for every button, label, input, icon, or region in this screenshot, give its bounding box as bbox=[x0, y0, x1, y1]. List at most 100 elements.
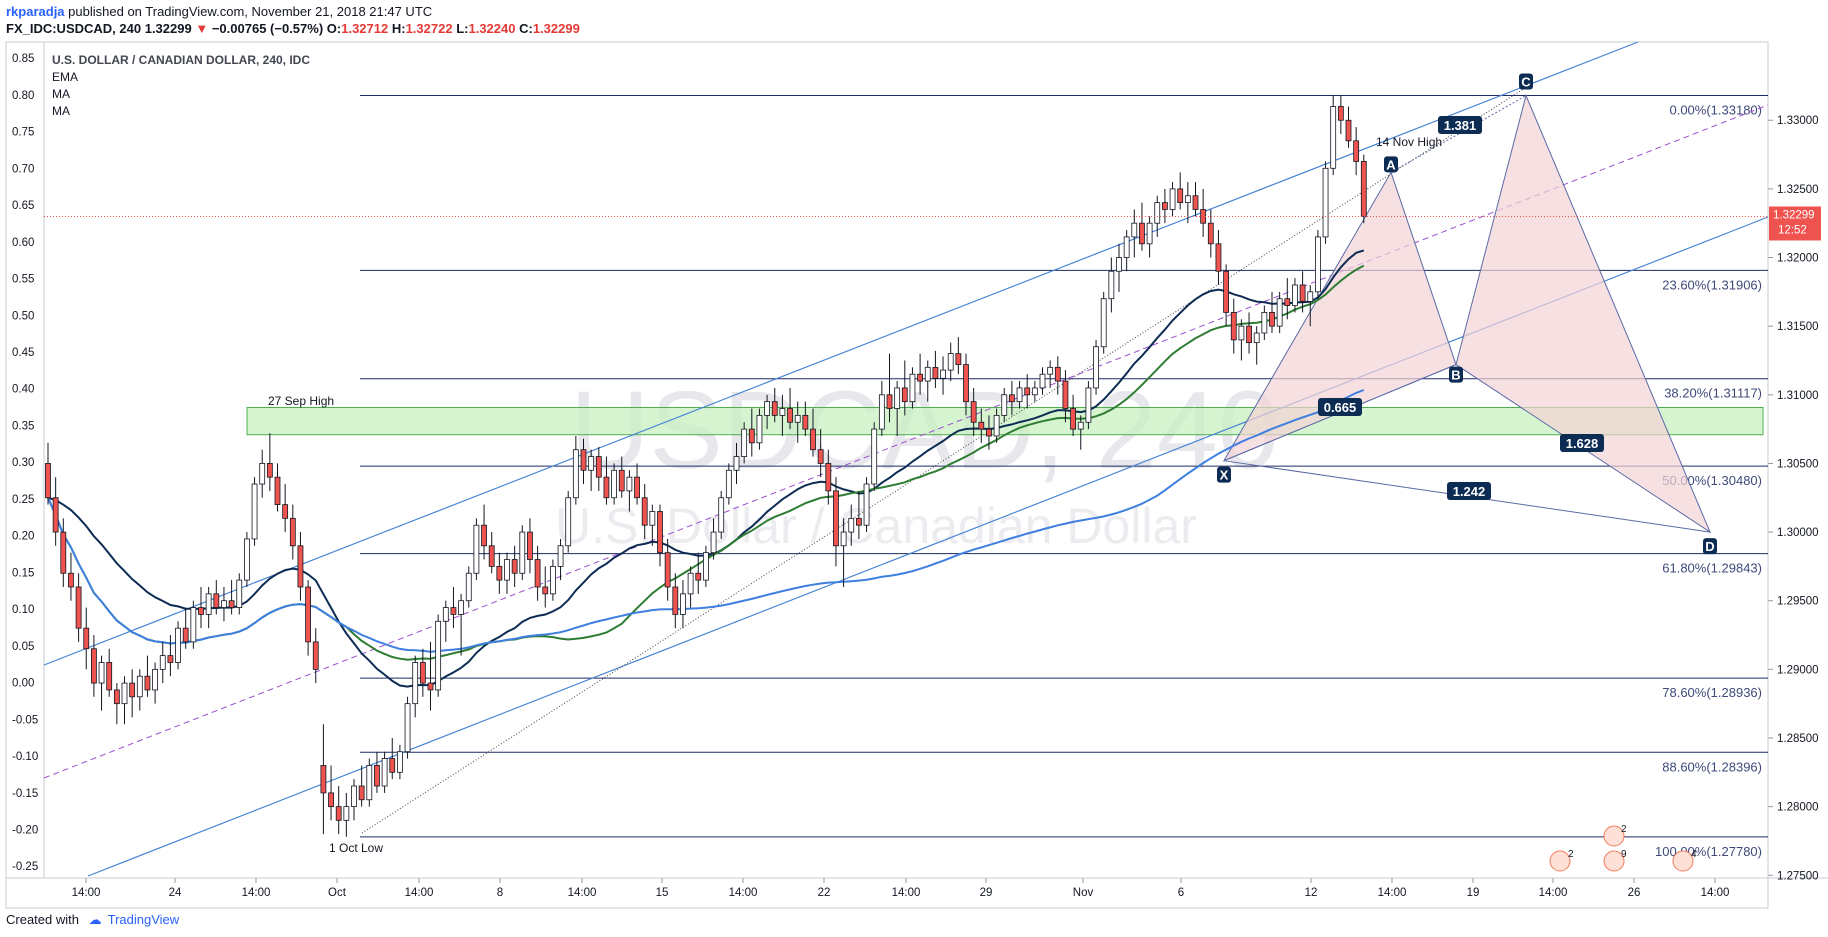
candle-body bbox=[442, 607, 449, 622]
candle-body bbox=[710, 531, 717, 554]
candle-body bbox=[1353, 140, 1360, 162]
pattern-point-a-marker bbox=[1384, 156, 1398, 173]
candle-body bbox=[894, 387, 901, 409]
candle-body bbox=[221, 600, 227, 608]
harmonic-pattern[interactable] bbox=[1222, 93, 1712, 534]
candle-body bbox=[1253, 332, 1260, 344]
candle-body bbox=[419, 662, 426, 684]
footer: Created with ☁ TradingView bbox=[6, 912, 179, 928]
candle-body bbox=[634, 476, 640, 499]
fib-ratio-tick-label: -0.20 bbox=[12, 825, 38, 837]
candle-body bbox=[1100, 298, 1107, 348]
us-flag-icon[interactable] bbox=[1672, 850, 1694, 872]
pattern-point-x-marker bbox=[1217, 466, 1231, 483]
ca-flag-icon[interactable] bbox=[1603, 850, 1625, 872]
price-tick-label: 1.27500 bbox=[1777, 870, 1819, 882]
candle-body bbox=[1047, 366, 1054, 375]
pattern-ratio-badge bbox=[1560, 434, 1604, 452]
legend-ema[interactable]: EMA bbox=[52, 70, 78, 84]
legend-ma-2[interactable]: MA bbox=[52, 104, 70, 118]
event-count-4: 4 bbox=[1691, 849, 1697, 860]
candle-body bbox=[1269, 312, 1275, 327]
candle-body bbox=[626, 476, 633, 492]
candle-body bbox=[741, 428, 748, 457]
economic-events[interactable]: 2 2 9 4 bbox=[1549, 824, 1697, 872]
candle-body bbox=[1299, 284, 1306, 302]
candle-body bbox=[1031, 387, 1038, 396]
pattern-point-b-marker bbox=[1449, 366, 1463, 383]
candle-body bbox=[703, 552, 709, 581]
candle-body bbox=[1230, 312, 1237, 341]
tradingview-link[interactable]: TradingView bbox=[107, 912, 180, 927]
candle-body bbox=[351, 785, 357, 808]
pattern-point-c-marker bbox=[1519, 73, 1533, 90]
fib-ratio-tick-label: 0.60 bbox=[12, 237, 34, 249]
pattern-ratio-label: 0.665 bbox=[1324, 400, 1357, 415]
candle-body bbox=[802, 414, 809, 430]
high-value: 1.32722 bbox=[405, 21, 453, 36]
candle-body bbox=[1077, 421, 1084, 430]
candle-body bbox=[381, 758, 388, 787]
candle-body bbox=[825, 463, 832, 492]
candle-body bbox=[435, 620, 442, 691]
price-tick-label: 1.28000 bbox=[1777, 802, 1819, 814]
candle-body bbox=[175, 627, 181, 663]
candle-body bbox=[1276, 298, 1283, 327]
time-tick-label: 24 bbox=[169, 887, 182, 899]
candle-body bbox=[121, 682, 128, 705]
candle-body bbox=[213, 593, 220, 608]
candle-body bbox=[106, 662, 113, 691]
close-label: C: bbox=[519, 21, 533, 36]
candle-body bbox=[817, 449, 824, 464]
pattern-point-c-label: C bbox=[1521, 75, 1531, 90]
time-tick-label: 14:00 bbox=[1701, 887, 1730, 899]
candle-body bbox=[129, 682, 136, 698]
candle-body bbox=[1146, 222, 1153, 245]
pattern-point-x-label: X bbox=[1220, 468, 1229, 483]
candle-body bbox=[1184, 195, 1191, 204]
fib-level-label: 78.60%(1.28936) bbox=[1662, 685, 1762, 700]
fib-level-label: 0.00%(1.33180) bbox=[1669, 103, 1762, 118]
pattern-point-b-label: B bbox=[1451, 368, 1460, 383]
channel-median-line[interactable] bbox=[43, 104, 1769, 779]
author-link[interactable]: rkparadja bbox=[6, 4, 65, 19]
candle-body bbox=[289, 517, 296, 547]
fib-ratio-tick-label: 0.15 bbox=[12, 567, 34, 579]
pattern-ratio-badge bbox=[1318, 398, 1362, 416]
us-flag-icon[interactable] bbox=[1603, 825, 1625, 847]
footer-created-with: Created with bbox=[6, 912, 79, 927]
fib-ratio-tick-label: 0.35 bbox=[12, 420, 34, 432]
fib-ratio-tick-label: 0.00 bbox=[12, 678, 34, 690]
candle-body bbox=[1139, 222, 1145, 245]
candle-body bbox=[1131, 222, 1138, 238]
candle-body bbox=[312, 641, 319, 670]
fib-ratio-tick-label: -0.25 bbox=[12, 861, 38, 873]
fib-level-label: 100.00%(1.27780) bbox=[1655, 844, 1762, 859]
legend-ma-1[interactable]: MA bbox=[52, 87, 70, 101]
open-value: 1.32712 bbox=[341, 21, 389, 36]
candle-body bbox=[924, 366, 931, 382]
candle-body bbox=[1024, 387, 1031, 396]
fib-ratio-tick-label: 0.40 bbox=[12, 384, 34, 396]
candle-body bbox=[641, 497, 648, 526]
candle-body bbox=[481, 524, 487, 547]
candle-body bbox=[588, 456, 595, 471]
ma-line-slow bbox=[47, 389, 1365, 653]
trend-dotted-line[interactable] bbox=[361, 87, 1526, 834]
candle-body bbox=[871, 428, 878, 485]
candle-body bbox=[519, 531, 526, 574]
candle-body bbox=[1062, 380, 1069, 409]
candle-body bbox=[1001, 394, 1008, 416]
candle-body bbox=[572, 449, 579, 499]
candle-body bbox=[718, 497, 725, 533]
candle-body bbox=[1238, 325, 1245, 341]
axes: 1.33000 1.32500 1.32000 1.31500 1.31000 1.305… bbox=[12, 53, 1819, 899]
candle-body bbox=[527, 531, 533, 560]
candle-body bbox=[649, 511, 656, 526]
candle-body bbox=[687, 572, 694, 595]
symbol-info: FX_IDC:USDCAD, 240 1.32299 ▼ −0.00765 (−… bbox=[6, 21, 580, 36]
us-flag-icon[interactable] bbox=[1549, 850, 1571, 872]
candle-body bbox=[955, 353, 962, 365]
channel-upper-line[interactable] bbox=[43, 41, 1639, 666]
